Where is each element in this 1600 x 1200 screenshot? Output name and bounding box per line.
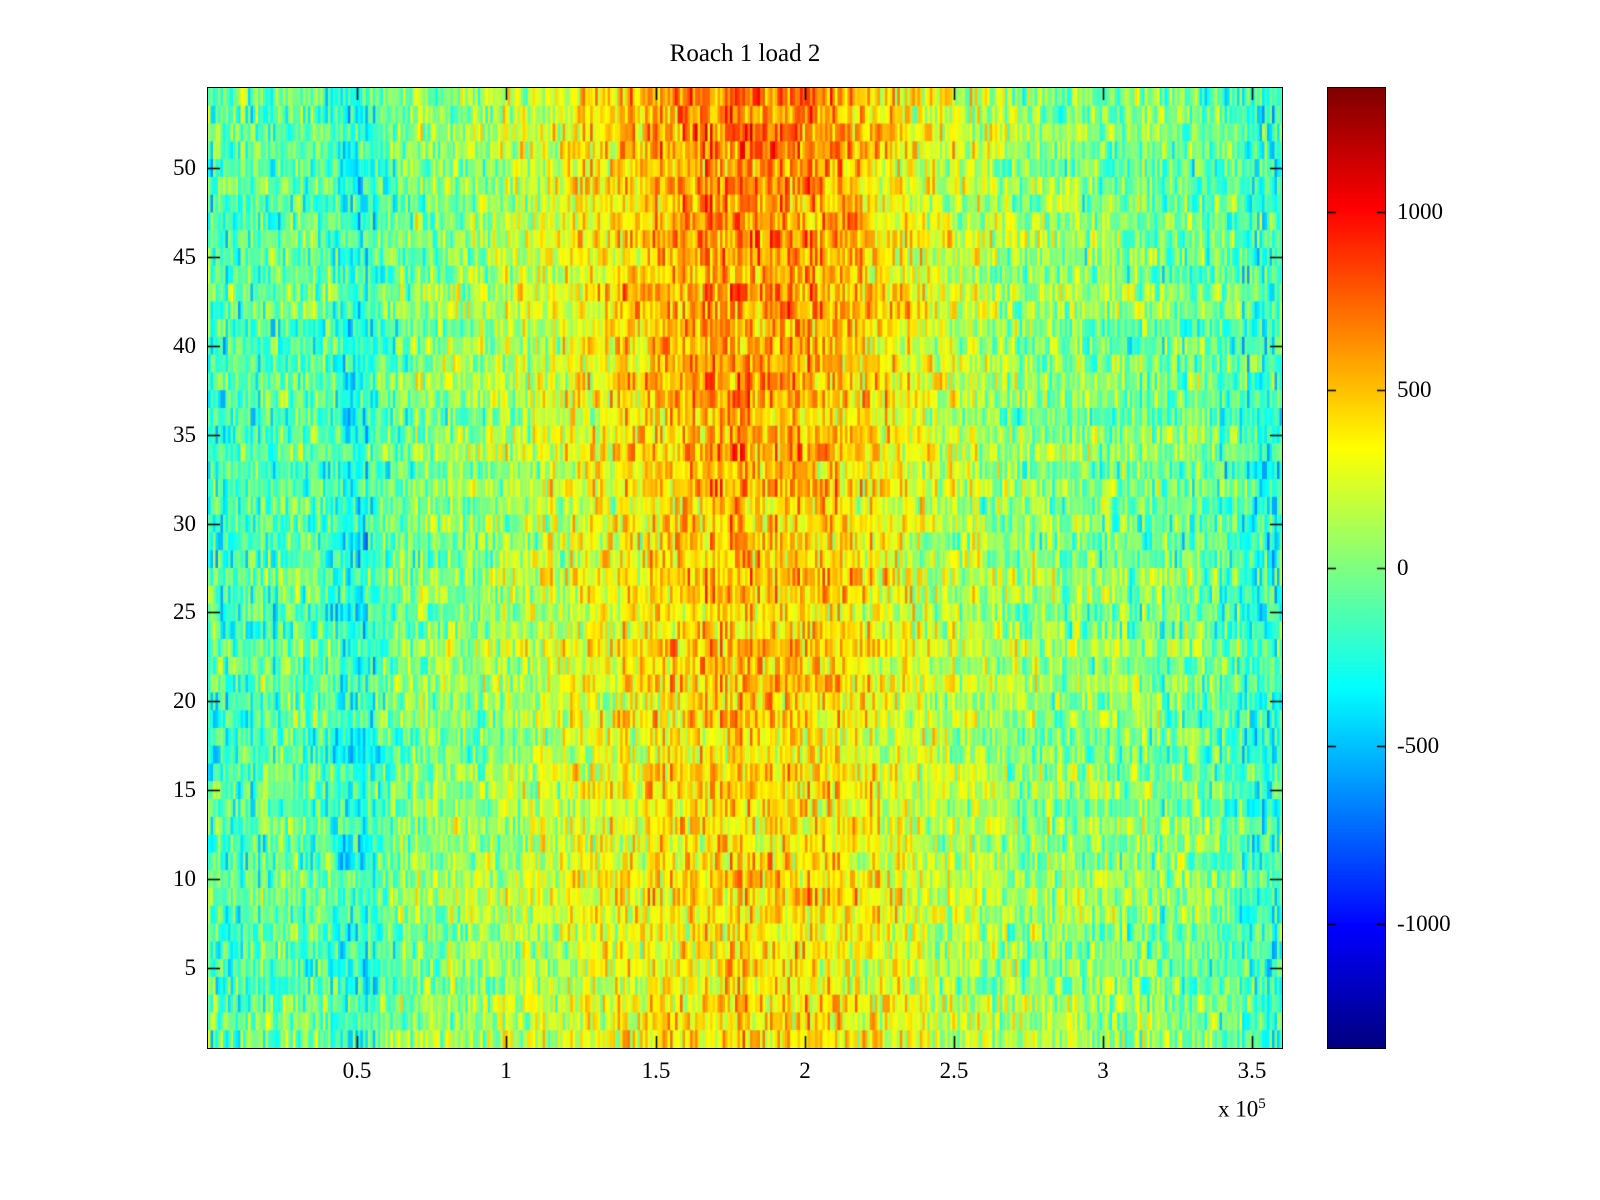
offset-prefix: x 10 [1218,1096,1259,1122]
y-tick-label: 45 [173,244,196,269]
x-tick-label: 3 [1097,1058,1109,1083]
y-tick-label: 5 [184,955,197,980]
colorbar-tick-label: -1000 [1397,911,1451,936]
x-tick-label: 1.5 [641,1058,671,1083]
y-tick-label: 40 [173,333,196,358]
y-tick-label: 15 [173,777,196,802]
chart-title: Roach 1 load 2 [669,40,821,67]
x-tick-label: 1 [500,1058,512,1083]
colorbar-tick-label: 500 [1397,377,1432,402]
x-tick-label: 2 [799,1058,811,1083]
x-tick-label: 0.5 [342,1058,372,1083]
y-tick-label: 35 [173,422,196,447]
offset-exponent: 5 [1258,1096,1266,1112]
plot-area [207,87,1283,1049]
colorbar-tick-label: 1000 [1397,199,1443,224]
y-tick-label: 20 [173,688,196,713]
x-tick-label: 2.5 [939,1058,969,1083]
y-tick-label: 10 [173,866,196,891]
x-tick-label: 3.5 [1237,1058,1267,1083]
colorbar-tick-label: -500 [1397,733,1440,758]
y-tick-label: 25 [173,599,196,624]
colorbar [1327,87,1386,1049]
colorbar-canvas [1328,88,1385,1048]
x-axis-offset-label: x 105 [1218,1096,1266,1123]
colorbar-tick-label: 0 [1397,555,1409,580]
heatmap-canvas [208,88,1282,1048]
y-tick-label: 30 [173,511,196,536]
y-tick-label: 50 [173,155,196,180]
